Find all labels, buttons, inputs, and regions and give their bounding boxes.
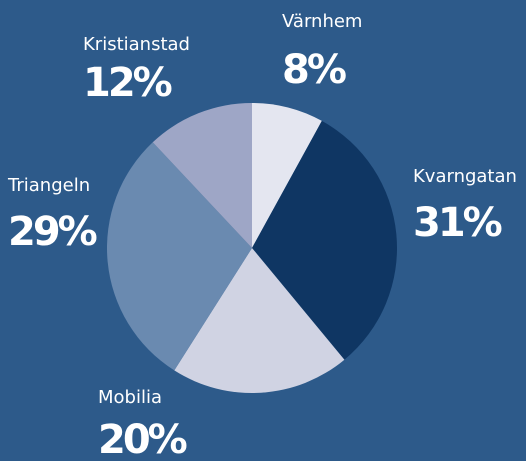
pie-slice	[152, 103, 252, 248]
pie-slice	[252, 103, 322, 248]
slice-name: Mobilia	[98, 387, 162, 408]
slice-percent: 31%	[413, 200, 502, 246]
slice-percent: 12%	[83, 60, 172, 106]
pie-slice	[174, 248, 345, 393]
slice-name: Triangeln	[7, 175, 90, 196]
slice-name: Kristianstad	[83, 34, 190, 55]
pie-slice	[106, 142, 252, 371]
slice-percent: 29%	[8, 209, 97, 255]
pie-slice	[252, 120, 397, 360]
slice-percent: 8%	[282, 47, 346, 93]
slice-name: Kvarngatan	[413, 166, 517, 187]
slice-name: Värnhem	[282, 11, 362, 32]
slice-percent: 20%	[98, 417, 187, 461]
